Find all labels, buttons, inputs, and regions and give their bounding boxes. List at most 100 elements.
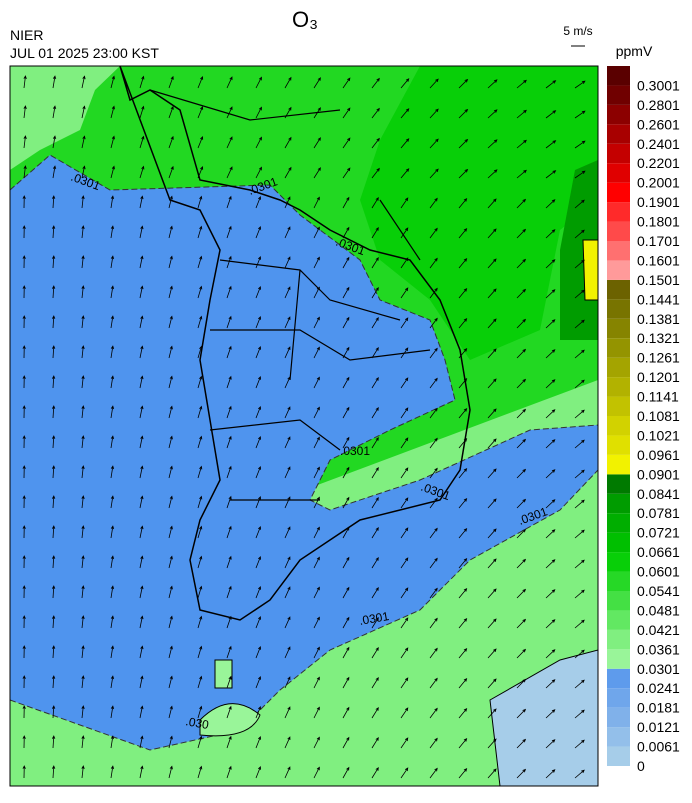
wind-arrow [371, 466, 379, 479]
wind-arrow [487, 288, 497, 299]
colorbar-box [607, 629, 630, 650]
wind-arrow [516, 768, 527, 779]
wind-arrow [197, 76, 204, 89]
wind-arrow [487, 648, 497, 659]
wind-arrow [226, 166, 233, 179]
wind-arrow [197, 285, 203, 299]
wind-arrow [429, 557, 438, 569]
wind-arrow [22, 675, 26, 689]
wind-arrow [110, 615, 115, 629]
wind-arrow [371, 286, 379, 299]
contour-label: .0301 [358, 609, 390, 628]
title: O₃ [292, 7, 318, 32]
wind-arrow [574, 619, 585, 629]
wind-arrow [400, 587, 409, 599]
wind-arrow [574, 409, 585, 419]
wind-arrow [255, 675, 262, 689]
wind-arrow [487, 109, 498, 119]
wind-arrow [255, 405, 262, 419]
wind-arrow [81, 435, 85, 449]
wind-arrow [197, 106, 204, 119]
wind-arrow [429, 287, 438, 299]
wind-arrow [81, 285, 85, 299]
wind-arrow [110, 135, 115, 149]
wind-arrow [226, 106, 233, 119]
wind-arrow [516, 678, 527, 689]
wind-arrow [139, 285, 144, 299]
island-east [582, 239, 598, 301]
wind-arrow [81, 375, 85, 389]
wind-arrow [313, 736, 320, 749]
wind-arrow [51, 285, 56, 299]
wind-arrow [255, 735, 262, 749]
wind-arrow [458, 288, 468, 299]
wind-arrow [371, 107, 380, 119]
wind-arrow [313, 646, 320, 659]
wind-arrow [139, 495, 144, 509]
wind-arrow [429, 527, 438, 539]
wind-arrow [400, 527, 409, 539]
wind-arrow [139, 645, 144, 659]
wind-arrow [487, 378, 497, 389]
colorbar-label: 0.1201 [637, 369, 680, 385]
wind-arrow [371, 196, 379, 209]
wind-arrow [139, 165, 145, 179]
wind-arrow [110, 765, 115, 779]
wind-arrow [139, 225, 144, 239]
colorbar-label: 0.1901 [637, 194, 680, 210]
colorbar-label: 0.1381 [637, 311, 680, 327]
wind-arrow [516, 588, 527, 599]
colorbar-box [607, 571, 630, 591]
wind-arrow [110, 435, 115, 449]
wind-arrow [458, 228, 468, 239]
wind-arrow [313, 706, 320, 719]
wind-arrow [51, 345, 56, 359]
wind-arrow [342, 107, 351, 119]
colorbar-label: 0.0961 [637, 447, 680, 463]
wind-arrow [429, 767, 438, 779]
island [199, 703, 261, 737]
wind-arrow [487, 408, 497, 419]
wind-arrow [400, 227, 409, 239]
colorbar-box [607, 649, 630, 669]
wind-arrow [458, 498, 468, 509]
wind-arrow [139, 375, 144, 389]
wind-arrow [313, 346, 320, 359]
colorbar-label: 0 [637, 758, 645, 774]
wind-arrow [139, 405, 144, 419]
wind-arrow [342, 436, 350, 449]
wind-arrow [516, 79, 527, 89]
wind-arrow [168, 195, 173, 209]
wind-reference: 5 m/s [563, 24, 592, 38]
wind-arrow [313, 376, 320, 389]
wind-arrow [458, 108, 469, 119]
wind-arrow [197, 405, 203, 419]
wind-arrow [400, 168, 410, 179]
wind-arrow [545, 709, 556, 719]
wind-arrow [226, 615, 232, 629]
wind-arrow [255, 765, 262, 779]
wind-arrow [487, 228, 497, 239]
wind-arrow [313, 586, 320, 599]
wind-arrow [23, 105, 27, 119]
wind-arrow [313, 496, 320, 509]
contour-label: .030 [184, 714, 210, 732]
wind-arrow [545, 170, 557, 179]
wind-arrow [516, 318, 527, 329]
wind-arrow [284, 646, 291, 659]
wind-arrow [371, 167, 380, 179]
wind-arrow [400, 617, 409, 629]
wind-arrow [574, 259, 585, 269]
wind-arrow [574, 110, 586, 119]
wind-arrow [458, 708, 468, 719]
wind-arrow [574, 709, 585, 719]
wind-arrow [342, 226, 350, 239]
wind-arrow [545, 589, 556, 599]
wind-arrow [400, 257, 409, 269]
wind-arrow [81, 735, 85, 749]
wind-arrow [139, 345, 144, 359]
wind-arrow [110, 405, 115, 419]
colorbar-box [607, 727, 630, 747]
colorbar-box [607, 396, 630, 416]
wind-arrow [400, 287, 409, 299]
